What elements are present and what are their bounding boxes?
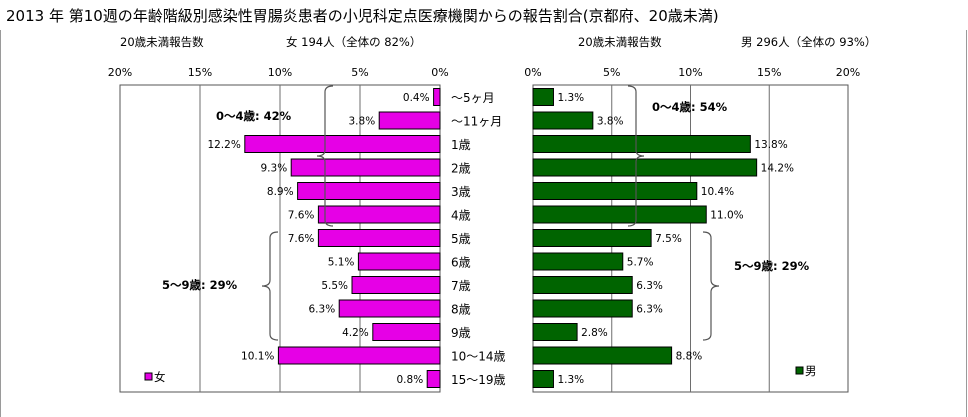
female-x-tick-label: 20%: [108, 66, 132, 79]
male-bar: [532, 252, 624, 271]
female-count-summary: 女 194人（全体の 82%）: [286, 35, 422, 49]
female-bar-label: 12.2%: [207, 139, 240, 151]
female-bar: [378, 111, 441, 130]
female-bar-label: 0.4%: [403, 92, 430, 104]
male-x-tick-label: 5%: [603, 66, 620, 79]
male-bar-label: 5.7%: [627, 257, 654, 269]
male-bar-label: 7.5%: [655, 233, 682, 245]
male-bar: [532, 135, 751, 153]
male-bar-label: 2.8%: [581, 327, 608, 339]
male-count-label: 20歳未満報告数: [578, 35, 662, 49]
male-5-9-annotation: 5～9歳: 29%: [734, 259, 810, 273]
male-bar-label: 6.3%: [636, 304, 663, 316]
female-legend-swatch: [144, 372, 153, 381]
female-bar-label: 8.9%: [267, 186, 294, 198]
female-bar: [351, 276, 441, 294]
male-bar: [532, 323, 578, 341]
age-category-label: 15～19歳: [451, 373, 506, 387]
female-bar: [317, 229, 441, 247]
male-bar: [532, 276, 633, 294]
male-bar: [532, 370, 554, 388]
age-category-label: 3歳: [451, 185, 471, 199]
male-bar-label: 1.3%: [557, 92, 584, 104]
frame-right-edge: [966, 30, 967, 417]
age-category-label: 10～14歳: [451, 350, 506, 364]
female-bar-label: 5.5%: [321, 280, 348, 292]
female-5-9-brace: [261, 231, 279, 341]
male-bar: [532, 346, 673, 365]
female-legend-label: 女: [154, 370, 166, 384]
female-0-4-annotation: 0～4歳: 42%: [216, 109, 292, 123]
female-bar-label: 0.8%: [397, 374, 424, 386]
female-5-9-annotation: 5～9歳: 29%: [162, 278, 238, 292]
female-0-4-brace: [316, 85, 334, 227]
male-bar-label: 8.8%: [676, 351, 703, 363]
female-count-label: 20歳未満報告数: [120, 35, 204, 49]
female-x-tick-label: 0%: [431, 66, 448, 79]
age-category-label: 4歳: [451, 209, 471, 223]
female-bar: [433, 88, 441, 106]
male-bar: [532, 182, 698, 200]
age-category-label: 9歳: [451, 326, 471, 340]
age-category-label: ～11ヶ月: [451, 115, 502, 129]
male-bar: [532, 158, 758, 177]
male-bar: [532, 229, 652, 247]
male-bar: [532, 111, 594, 130]
male-bar-label: 6.3%: [636, 280, 663, 292]
female-bar-label: 10.1%: [241, 351, 274, 363]
female-bar-label: 3.8%: [349, 116, 376, 128]
female-x-tick-label: 10%: [268, 66, 292, 79]
age-category-label: 1歳: [451, 138, 471, 152]
male-bar: [532, 299, 633, 318]
male-x-tick-label: 0%: [524, 66, 541, 79]
female-bar: [244, 135, 441, 153]
male-bar: [532, 88, 554, 106]
female-bar-label: 4.2%: [342, 327, 369, 339]
female-bar: [297, 182, 441, 200]
female-bar-label: 5.1%: [328, 257, 355, 269]
male-bar-label: 13.8%: [754, 139, 787, 151]
female-bar: [338, 299, 441, 318]
male-count-summary: 男 296人（全体の 93%）: [741, 35, 877, 49]
male-bar: [532, 205, 707, 224]
female-x-tick-label: 15%: [188, 66, 212, 79]
male-x-tick-label: 10%: [678, 66, 702, 79]
male-bar-label: 14.2%: [761, 163, 794, 175]
female-bar: [372, 323, 441, 341]
male-5-9-brace: [702, 231, 720, 341]
female-bar: [290, 158, 441, 177]
female-bar-label: 6.3%: [309, 304, 336, 316]
female-bar-label: 7.6%: [288, 210, 315, 222]
male-bar-label: 11.0%: [710, 210, 743, 222]
age-category-label: 6歳: [451, 256, 471, 270]
chart-title: 2013 年 第10週の年齢階級別感染性胃腸炎患者の小児科定点医療機関からの報告…: [6, 7, 719, 25]
male-x-tick-label: 15%: [757, 66, 781, 79]
frame-left-edge: [0, 30, 1, 417]
age-category-label: ～5ヶ月: [451, 91, 495, 105]
male-bar-label: 10.4%: [701, 186, 734, 198]
male-bar-label: 1.3%: [557, 374, 584, 386]
female-bar: [357, 252, 441, 271]
age-category-label: 7歳: [451, 279, 471, 293]
male-0-4-brace: [627, 85, 645, 227]
female-bar-label: 7.6%: [288, 233, 315, 245]
male-legend-label: 男: [805, 364, 817, 378]
male-legend-swatch: [795, 366, 804, 375]
age-category-label: 8歳: [451, 303, 471, 317]
male-bar-label: 3.8%: [597, 116, 624, 128]
female-bar: [317, 205, 441, 224]
male-x-tick-label: 20%: [836, 66, 860, 79]
female-bar: [426, 370, 441, 388]
age-category-label: 2歳: [451, 162, 471, 176]
male-0-4-annotation: 0～4歳: 54%: [652, 100, 728, 114]
age-category-label: 5歳: [451, 232, 471, 246]
female-bar-label: 9.3%: [261, 163, 288, 175]
female-bar: [277, 346, 441, 365]
female-x-tick-label: 5%: [351, 66, 368, 79]
